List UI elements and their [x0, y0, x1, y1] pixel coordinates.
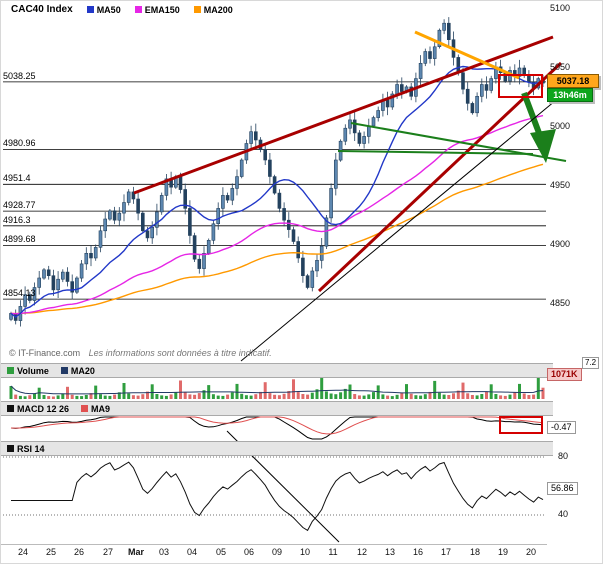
countdown-box: 13h46m — [547, 88, 593, 102]
x-axis-day-label: 12 — [356, 547, 368, 557]
ma200-label: MA200 — [203, 4, 233, 15]
watermark-copyright: © IT-Finance.com — [9, 348, 81, 358]
watermark: © IT-Finance.com Les informations sont d… — [9, 348, 272, 358]
watermark-disclaimer: Les informations sont données à titre in… — [88, 348, 272, 358]
level-price-label: 4980.96 — [3, 138, 36, 148]
x-axis-day-label: 09 — [271, 547, 283, 557]
ema150-swatch-icon — [134, 6, 142, 13]
rsi-grid-80-label: 80 — [558, 451, 569, 461]
volume-panel-header: Volume MA20 — [1, 363, 553, 378]
x-axis-day-label: 18 — [469, 547, 481, 557]
x-axis-day-label: 04 — [186, 547, 198, 557]
last-price-box: 5037.18 — [547, 74, 599, 88]
x-axis-day-label: 24 — [17, 547, 29, 557]
ma50-label: MA50 — [96, 4, 121, 15]
macd-panel-header: MACD 12 26 MA9 — [1, 401, 553, 416]
legend-item-volume[interactable]: Volume — [7, 366, 49, 376]
legend-item-ma200[interactable]: MA200 — [193, 4, 233, 15]
macd-swatch-icon — [7, 405, 14, 412]
x-axis-day-label: 11 — [328, 547, 338, 557]
x-axis-day-label: Mar — [127, 547, 145, 557]
rsi-swatch-icon — [7, 445, 14, 452]
rsi-panel-header: RSI 14 — [1, 441, 553, 456]
x-axis-day-label: 10 — [299, 547, 311, 557]
x-axis-day-label: 27 — [102, 547, 114, 557]
instrument-title: CAC40 Index — [11, 4, 73, 15]
x-axis-separator — [1, 544, 547, 545]
level-price-label: 4916.3 — [3, 215, 31, 225]
level-price-label: 5038.25 — [3, 71, 36, 81]
right-axis-label: 5100 — [550, 3, 571, 13]
ma20-swatch-icon — [60, 367, 68, 374]
x-axis-day-label: 26 — [73, 547, 85, 557]
rsi-value-box: 56.86 — [547, 482, 578, 495]
volume-swatch-icon — [7, 367, 14, 374]
level-price-label: 4899.68 — [3, 234, 36, 244]
right-axis-label: 4850 — [550, 298, 571, 308]
level-price-label: 4951.4 — [3, 173, 31, 183]
x-axis-day-label: 25 — [45, 547, 57, 557]
x-axis-day-label: 19 — [497, 547, 509, 557]
macd-label: MACD 12 26 — [17, 403, 70, 414]
x-axis-day-label: 06 — [243, 547, 255, 557]
legend-item-ema150[interactable]: EMA150 — [134, 4, 180, 15]
rsi-grid-40-label: 40 — [558, 509, 569, 519]
legend-item-ma9[interactable]: MA9 — [81, 404, 110, 414]
ma9-label: MA9 — [91, 403, 111, 414]
ma20-label: MA20 — [70, 365, 95, 376]
ema150-label: EMA150 — [144, 4, 180, 15]
legend-item-macd[interactable]: MACD 12 26 — [7, 404, 69, 414]
volume-value-box: 1071K — [547, 368, 582, 381]
level-price-label: 4854.13 — [3, 288, 36, 298]
right-axis-label: 4900 — [550, 239, 571, 249]
x-axis-day-label: 16 — [412, 547, 424, 557]
legend-item-ma50[interactable]: MA50 — [86, 4, 121, 15]
volume-label: Volume — [17, 365, 49, 376]
scale-fragment-box: 7.2 — [582, 357, 600, 369]
legend-item-volume-ma20[interactable]: MA20 — [60, 365, 95, 376]
right-axis-label: 5050 — [550, 62, 571, 72]
rsi-label: RSI 14 — [17, 443, 45, 454]
x-axis-day-label: 03 — [158, 547, 170, 557]
x-axis-day-label: 13 — [384, 547, 396, 557]
x-axis-day-label: 05 — [215, 547, 227, 557]
main-chart-legend: CAC40 Index MA50 EMA150 MA200 — [11, 4, 233, 15]
macd-value-box: -0.47 — [547, 421, 576, 434]
legend-item-rsi[interactable]: RSI 14 — [7, 444, 45, 454]
x-axis-day-label: 20 — [525, 547, 537, 557]
right-axis-label: 5000 — [550, 121, 571, 131]
level-price-label: 4928.77 — [3, 200, 36, 210]
x-axis-day-label: 17 — [440, 547, 452, 557]
right-axis-label: 4950 — [550, 180, 571, 190]
ma200-swatch-icon — [193, 6, 201, 13]
ma50-swatch-icon — [86, 6, 94, 13]
ma9-swatch-icon — [81, 405, 89, 412]
